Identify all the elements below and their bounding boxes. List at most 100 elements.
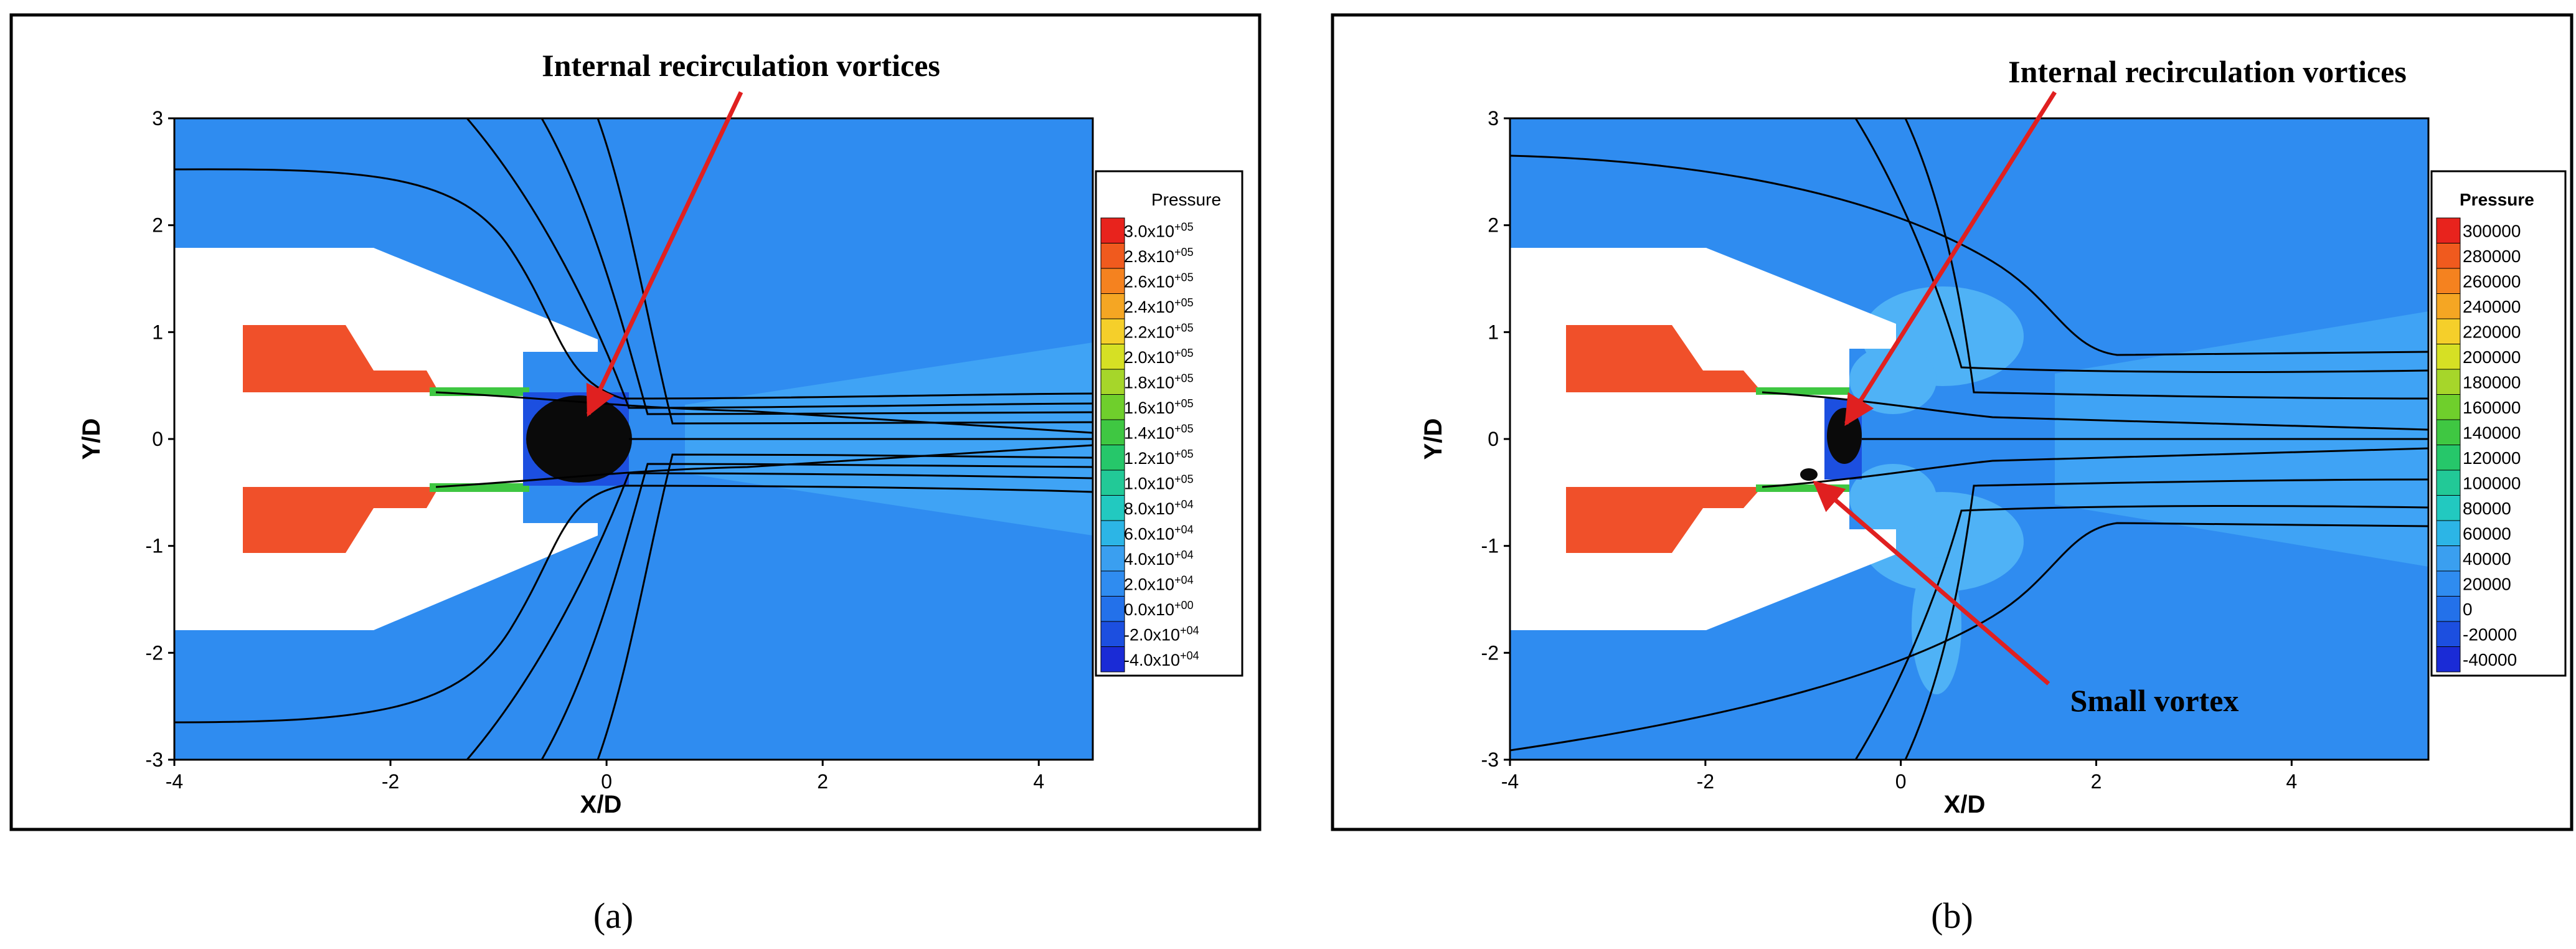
legend-label: 2.0x10+04	[1124, 574, 1194, 593]
panel-a: 3 2 1 0 -1 -2 -3 -4 -2 0 2 4 X/D Y/D Pressure 3.0x…	[9, 13, 1262, 936]
legend-label: 40000	[2463, 549, 2511, 569]
streamline	[1904, 478, 2428, 760]
streamline	[174, 168, 1093, 400]
legend-swatch	[1100, 369, 1125, 395]
y-tick-label: 1	[1488, 321, 1499, 343]
x-tick-label: -4	[166, 770, 183, 793]
legend-swatch	[1100, 646, 1125, 673]
legend-label: 140000	[2463, 423, 2521, 442]
legend-swatch	[2436, 621, 2461, 647]
legend-swatch	[1100, 470, 1125, 496]
legend-swatch	[1100, 495, 1125, 521]
legend-label: 20000	[2463, 574, 2511, 593]
legend-swatch	[2436, 445, 2461, 471]
legend-label: 2.0x10+05	[1124, 347, 1194, 367]
legend-label: -2.0x10+04	[1124, 624, 1199, 644]
legend-swatch	[2436, 394, 2461, 420]
panel-b-streamlines	[1510, 118, 2428, 760]
panel-b-pressure-bubble	[1912, 557, 1961, 694]
y-tick-label: 1	[152, 321, 163, 343]
legend-swatch	[1100, 268, 1125, 294]
legend-label: -20000	[2463, 625, 2517, 644]
legend-swatch	[1100, 293, 1125, 319]
legend-swatch	[2436, 419, 2461, 445]
panel-b-pressure-bubble	[1849, 464, 1937, 532]
x-tick-label: 0	[1895, 770, 1907, 793]
legend-swatch	[2436, 570, 2461, 597]
panel-a-annotation: Internal recirculation vortices	[542, 48, 940, 83]
y-tick-label: 2	[152, 214, 163, 237]
panel-b-x-axis: -4 -2 0 2 4	[1501, 760, 2297, 793]
legend-label: 1.8x10+05	[1124, 372, 1194, 392]
panel-b-y-axis: 3 2 1 0 -1 -2 -3	[1481, 107, 1510, 771]
x-tick-label: 4	[1033, 770, 1044, 793]
legend-swatch	[1100, 570, 1125, 597]
y-tick-label: 0	[152, 428, 163, 450]
legend-label: 240000	[2463, 297, 2521, 316]
panel-a-vortex-core	[526, 395, 632, 483]
legend-label: 300000	[2463, 221, 2521, 240]
streamline	[1510, 522, 2428, 752]
legend-swatch	[2436, 318, 2461, 344]
y-tick-label: 2	[1488, 214, 1499, 237]
legend-swatch	[2436, 596, 2461, 622]
panel-b-upper-fuel-nozzle	[1566, 325, 1762, 392]
panel-b-small-vortex-annotation: Small vortex	[2070, 683, 2239, 718]
streamline	[174, 484, 1093, 724]
y-tick-label: -3	[146, 748, 163, 771]
legend-swatch	[1100, 394, 1125, 420]
streamline	[435, 444, 1093, 488]
panel-b-y-label: Y/D	[1420, 418, 1447, 460]
x-tick-label: 2	[2091, 770, 2102, 793]
y-tick-label: -1	[146, 535, 163, 557]
x-tick-label: 4	[2286, 770, 2297, 793]
panel-b-small-vortex	[1800, 468, 1818, 481]
legend-label: -4.0x10+04	[1124, 649, 1199, 669]
legend-swatch	[1100, 596, 1125, 622]
legend-swatch	[2436, 520, 2461, 546]
panel-b-annotation-arrow	[1844, 91, 2057, 427]
legend-label: 200000	[2463, 347, 2521, 367]
x-tick-label: -4	[1501, 770, 1519, 793]
streamline	[597, 118, 1093, 425]
panel-b-label: (b)	[1931, 895, 1973, 936]
legend-label: 2.8x10+05	[1124, 246, 1194, 266]
streamline	[597, 453, 1093, 760]
legend-label: 220000	[2463, 322, 2521, 341]
legend-swatch	[2436, 217, 2461, 243]
legend-label: 100000	[2463, 473, 2521, 493]
legend-swatch	[1100, 217, 1125, 243]
legend-swatch	[1100, 419, 1125, 445]
legend-label: 3.0x10+05	[1124, 220, 1194, 240]
legend-swatch	[1100, 545, 1125, 572]
y-tick-label: 3	[152, 107, 163, 130]
panel-b-lower-fuel-nozzle	[1566, 487, 1762, 553]
streamline	[1904, 118, 2428, 400]
legend-label: 0.0x10+00	[1124, 599, 1194, 619]
legend-swatch	[2436, 344, 2461, 370]
panel-b-annotation: Internal recirculation vortices	[2008, 54, 2407, 89]
legend-label: 1.4x10+05	[1124, 422, 1194, 442]
streamline	[540, 463, 1093, 760]
legend-label: 0	[2463, 600, 2473, 619]
streamline	[466, 472, 1093, 760]
legend-swatch	[1100, 621, 1125, 647]
legend-swatch	[2436, 470, 2461, 496]
panel-a-upper-fuel-nozzle	[243, 325, 439, 392]
legend-swatch	[1100, 344, 1125, 370]
legend-swatch	[1100, 520, 1125, 546]
legend-label: 280000	[2463, 247, 2521, 266]
legend-label: 180000	[2463, 372, 2521, 392]
panel-a-x-axis: -4 -2 0 2 4	[166, 760, 1044, 793]
y-tick-label: -2	[146, 641, 163, 664]
y-tick-label: -3	[1481, 748, 1499, 771]
x-tick-label: 0	[601, 770, 612, 793]
legend-label: 6.0x10+04	[1124, 523, 1194, 543]
legend-title: Pressure	[1151, 190, 1221, 209]
streamline	[540, 118, 1093, 415]
streamline	[1762, 447, 2428, 488]
y-tick-label: 0	[1488, 428, 1499, 450]
panel-a-lower-fuel-nozzle	[243, 487, 439, 553]
legend-swatch	[1100, 445, 1125, 471]
legend-label: 120000	[2463, 448, 2521, 468]
